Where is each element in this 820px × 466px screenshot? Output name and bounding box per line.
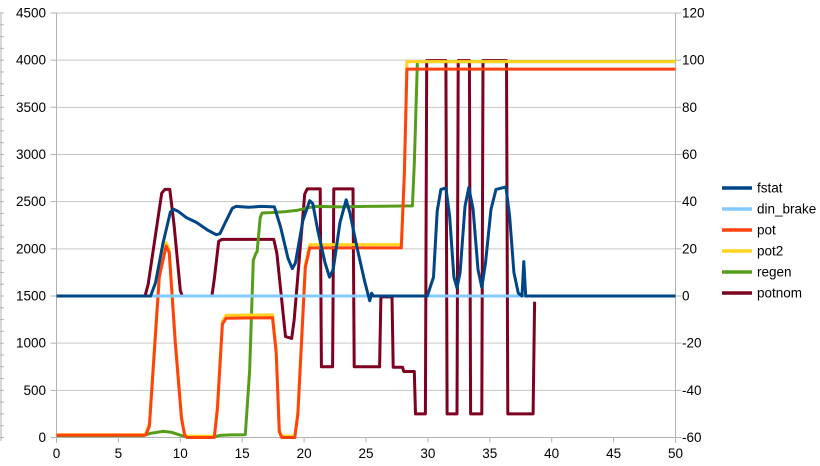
y-left-tick-label: 500 — [23, 383, 46, 398]
y-left-tick-label: 3000 — [16, 147, 46, 162]
x-tick-label: 5 — [115, 446, 123, 461]
x-tick-label: 25 — [358, 446, 373, 461]
y-left-tick-label: 0 — [38, 430, 46, 445]
y-right-tick-label: -20 — [682, 336, 702, 351]
x-tick-label: 35 — [482, 446, 497, 461]
y-right-tick-label: 0 — [682, 289, 690, 304]
x-tick-label: 30 — [420, 446, 435, 461]
series-line-pot — [56, 67, 676, 439]
x-tick-label: 40 — [544, 446, 559, 461]
y-left-tick-label: 2000 — [16, 241, 46, 256]
x-tick-label: 10 — [173, 446, 188, 461]
y-left-tick-label: 3500 — [16, 100, 46, 115]
series-line-fstat — [56, 185, 676, 303]
x-tick-label: 0 — [53, 446, 61, 461]
legend-label-regen: regen — [757, 265, 792, 280]
y-left-tick-label: 1500 — [16, 289, 46, 304]
x-tick-label: 15 — [235, 446, 250, 461]
x-tick-label: 45 — [606, 446, 621, 461]
legend-label-fstat: fstat — [757, 181, 783, 196]
y-right-tick-label: 60 — [682, 147, 697, 162]
y-right-tick-label: 80 — [682, 100, 697, 115]
y-right-tick-label: 40 — [682, 194, 697, 209]
y-right-tick-label: -40 — [682, 383, 702, 398]
y-right-tick-label: 100 — [682, 53, 705, 68]
legend-label-pot: pot — [757, 223, 776, 238]
series-line-regen — [56, 60, 676, 439]
legend-label-potnom: potnom — [757, 286, 802, 301]
y-right-tick-label: 20 — [682, 241, 697, 256]
x-tick-label: 20 — [297, 446, 312, 461]
y-right-tick-label: 120 — [682, 6, 705, 21]
y-left-tick-label: 4500 — [16, 6, 46, 21]
y-left-tick-label: 2500 — [16, 194, 46, 209]
x-tick-label: 50 — [668, 446, 683, 461]
y-left-tick-label: 4000 — [16, 53, 46, 68]
y-left-tick-label: 1000 — [16, 336, 46, 351]
y-right-tick-label: -60 — [682, 430, 702, 445]
legend-label-pot2: pot2 — [757, 244, 783, 259]
legend-label-din_brake: din_brake — [757, 202, 816, 217]
